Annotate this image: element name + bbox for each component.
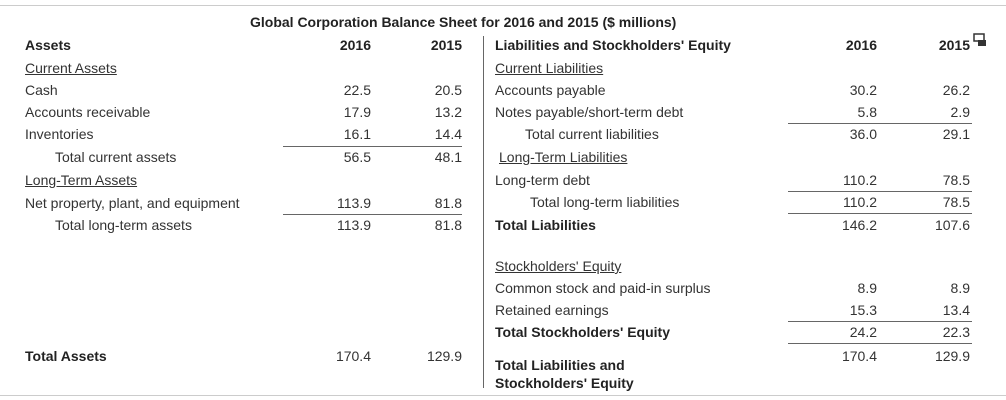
- row-value: 107.6: [934, 217, 970, 233]
- row-value: 81.8: [434, 195, 462, 211]
- row-value: 24.2: [849, 324, 877, 340]
- row-value: 22.5: [343, 82, 371, 98]
- subtotal-rule: [283, 214, 462, 215]
- top-border: [0, 5, 1006, 6]
- row-label: Long-term debt: [495, 172, 590, 188]
- year-header: 2016: [339, 37, 371, 53]
- row-value: 22.3: [942, 324, 970, 340]
- row-label: Retained earnings: [495, 302, 609, 318]
- row-label: Total long-term assets: [55, 217, 192, 233]
- row-value: 8.9: [950, 280, 970, 296]
- year-header: 2016: [845, 37, 877, 53]
- bottom-border: [0, 395, 1006, 396]
- row-label: Current Liabilities: [495, 60, 604, 76]
- row-label: Cash: [25, 82, 58, 98]
- row-label: Common stock and paid-in surplus: [495, 280, 711, 296]
- row-value: 2.9: [950, 104, 970, 120]
- year-header: 2015: [938, 37, 970, 53]
- row-label: Total current assets: [55, 149, 177, 165]
- row-value: 16.1: [343, 126, 371, 142]
- row-value: 146.2: [841, 217, 877, 233]
- column-header: Assets: [25, 37, 71, 53]
- row-value: 36.0: [849, 126, 877, 142]
- row-value: 26.2: [942, 82, 970, 98]
- subtotal-rule: [283, 146, 462, 147]
- row-label: Current Assets: [25, 60, 117, 76]
- row-value: 29.1: [942, 126, 970, 142]
- row-label: Total current liabilities: [525, 126, 659, 142]
- row-value: 113.9: [337, 217, 371, 233]
- row-value: 8.9: [857, 280, 877, 296]
- title: Global Corporation Balance Sheet for 201…: [250, 14, 677, 30]
- row-label: Total Liabilities and Stockholders' Equi…: [495, 357, 634, 391]
- row-value: 170.4: [841, 348, 877, 364]
- column-divider: [483, 36, 484, 388]
- row-value: 13.2: [434, 104, 462, 120]
- row-value: 14.4: [434, 126, 462, 142]
- row-value: 30.2: [849, 82, 877, 98]
- row-value: 5.8: [857, 104, 877, 120]
- subtotal-rule: [788, 213, 972, 214]
- row-value: 129.9: [934, 348, 970, 364]
- icon[interactable]: [972, 32, 988, 48]
- row-label: Long-Term Liabilities: [499, 149, 628, 165]
- row-label: Stockholders' Equity: [495, 258, 622, 274]
- row-value: 48.1: [434, 149, 462, 165]
- row-label: Total Stockholders' Equity: [495, 324, 670, 340]
- row-value: 17.9: [343, 104, 371, 120]
- row-label: Inventories: [25, 126, 94, 142]
- row-value: 13.4: [942, 302, 970, 318]
- row-label: Total Liabilities: [495, 217, 596, 233]
- row-value: 170.4: [335, 348, 371, 364]
- row-label: Long-Term Assets: [25, 172, 138, 188]
- subtotal-rule: [788, 343, 972, 344]
- row-value: 20.5: [434, 82, 462, 98]
- subtotal-rule: [788, 123, 972, 124]
- row-value: 78.5: [942, 172, 970, 188]
- column-header: Liabilities and Stockholders' Equity: [495, 37, 731, 53]
- year-header: 2015: [430, 37, 462, 53]
- row-label: Total Assets: [25, 348, 107, 364]
- row-value: 113.9: [337, 195, 371, 211]
- row-value: 81.8: [434, 217, 462, 233]
- row-label: Notes payable/short-term debt: [495, 104, 684, 120]
- row-value: 110.2: [843, 172, 877, 188]
- row-value: 78.5: [942, 194, 970, 210]
- row-value: 15.3: [849, 302, 877, 318]
- row-label: Accounts receivable: [25, 104, 151, 120]
- row-value: 110.2: [843, 194, 877, 210]
- subtotal-rule: [788, 191, 972, 192]
- row-value: 129.9: [426, 348, 462, 364]
- row-label: Accounts payable: [495, 82, 606, 98]
- row-value: 56.5: [343, 149, 371, 165]
- row-label: Net property, plant, and equipment: [25, 195, 240, 211]
- row-label: Total long-term liabilities: [530, 194, 680, 210]
- subtotal-rule: [788, 321, 972, 322]
